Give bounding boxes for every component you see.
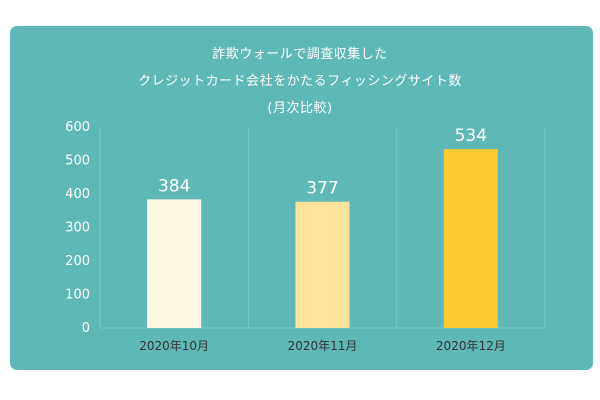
bar — [147, 199, 202, 328]
data-label: 534 — [455, 126, 487, 146]
data-label: 384 — [158, 176, 190, 196]
x-category-label: 2020年11月 — [288, 339, 358, 353]
x-category-label: 2020年12月 — [436, 339, 506, 353]
y-tick-label: 600 — [65, 120, 90, 135]
chart-title-line-2: クレジットカード会社をかたるフィッシングサイト数 — [138, 74, 462, 89]
bar — [295, 201, 350, 328]
data-label: 377 — [306, 179, 338, 199]
y-tick-label: 0 — [82, 321, 90, 336]
y-tick-label: 100 — [65, 288, 90, 303]
y-tick-label: 200 — [65, 254, 90, 269]
x-category-label: 2020年10月 — [139, 339, 209, 353]
chart-title-line-1: 詐欺ウォールで調査収集した — [212, 47, 388, 62]
y-tick-label: 400 — [65, 187, 90, 202]
y-tick-label: 300 — [65, 221, 90, 236]
bar — [443, 149, 498, 328]
y-tick-label: 500 — [65, 154, 90, 169]
chart-title-line-3: (月次比較) — [267, 101, 333, 116]
